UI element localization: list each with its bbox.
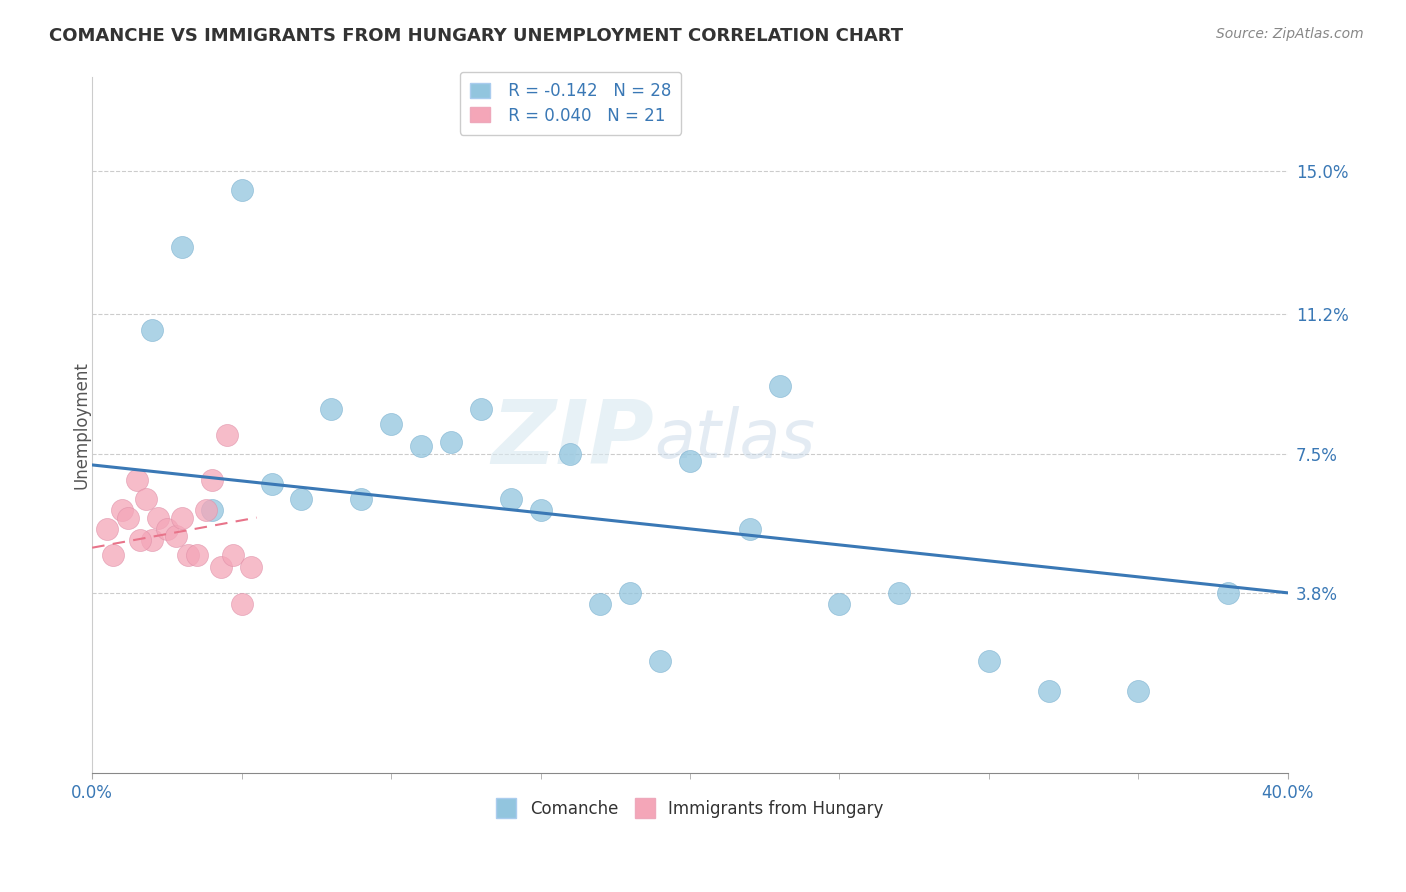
Text: ZIP: ZIP	[491, 396, 654, 483]
Point	[201, 503, 224, 517]
Point	[440, 435, 463, 450]
Point	[141, 533, 163, 548]
Point	[648, 654, 671, 668]
Point	[101, 548, 124, 562]
Legend: Comanche, Immigrants from Hungary: Comanche, Immigrants from Hungary	[489, 793, 890, 824]
Y-axis label: Unemployment: Unemployment	[72, 361, 90, 490]
Point	[1128, 683, 1150, 698]
Point	[239, 559, 262, 574]
Point	[170, 510, 193, 524]
Point	[350, 491, 373, 506]
Point	[215, 427, 238, 442]
Point	[560, 447, 582, 461]
Point	[499, 491, 522, 506]
Point	[177, 548, 200, 562]
Point	[135, 491, 157, 506]
Point	[1216, 586, 1239, 600]
Point	[141, 322, 163, 336]
Point	[201, 473, 224, 487]
Point	[290, 491, 312, 506]
Point	[146, 510, 169, 524]
Point	[125, 473, 148, 487]
Point	[321, 401, 343, 416]
Point	[470, 401, 492, 416]
Point	[768, 379, 790, 393]
Point	[194, 503, 217, 517]
Point	[129, 533, 152, 548]
Point	[1038, 683, 1060, 698]
Text: COMANCHE VS IMMIGRANTS FROM HUNGARY UNEMPLOYMENT CORRELATION CHART: COMANCHE VS IMMIGRANTS FROM HUNGARY UNEM…	[49, 27, 903, 45]
Point	[117, 510, 139, 524]
Point	[409, 439, 432, 453]
Point	[156, 522, 179, 536]
Point	[738, 522, 761, 536]
Point	[221, 548, 243, 562]
Point	[977, 654, 1000, 668]
Point	[380, 417, 402, 431]
Point	[209, 559, 232, 574]
Text: atlas: atlas	[654, 407, 815, 473]
Point	[111, 503, 134, 517]
Point	[889, 586, 911, 600]
Point	[165, 529, 187, 543]
Point	[828, 597, 851, 611]
Point	[529, 503, 551, 517]
Point	[170, 240, 193, 254]
Point	[231, 597, 253, 611]
Point	[96, 522, 118, 536]
Point	[619, 586, 641, 600]
Point	[589, 597, 612, 611]
Text: Source: ZipAtlas.com: Source: ZipAtlas.com	[1216, 27, 1364, 41]
Point	[679, 454, 702, 468]
Point	[231, 183, 253, 197]
Point	[186, 548, 208, 562]
Point	[260, 476, 283, 491]
